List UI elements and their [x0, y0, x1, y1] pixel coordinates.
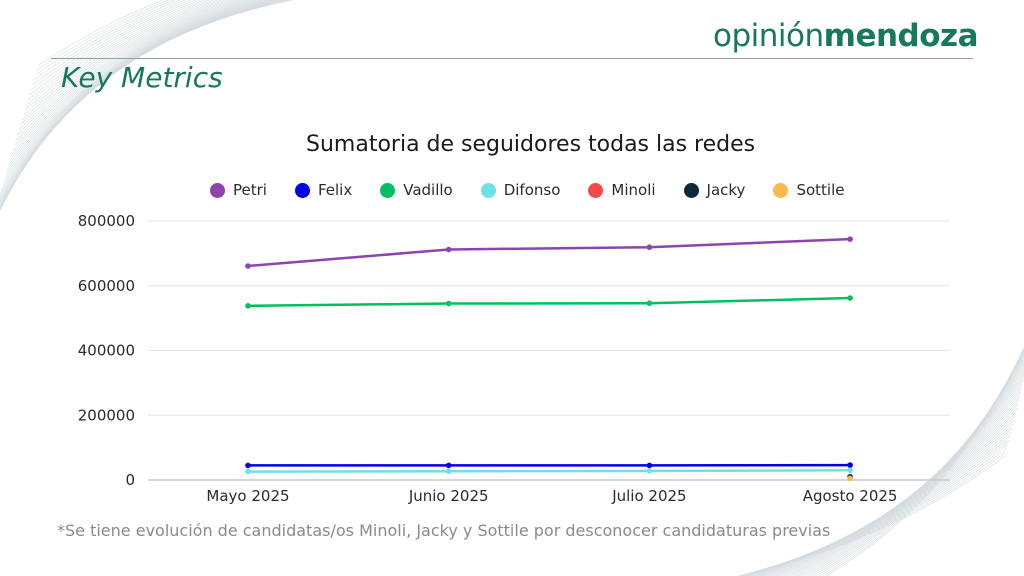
data-point-difonso	[646, 468, 653, 474]
legend-dot-icon	[773, 182, 789, 198]
brand-logo: opiniónmendoza	[713, 18, 979, 54]
data-point-felix	[646, 462, 653, 469]
legend-dot-icon	[380, 182, 396, 198]
chart-legend: Petri Felix Vadillo Difonso Minoli Jacky Sotti…	[210, 181, 872, 199]
y-tick-label: 800000	[78, 212, 135, 230]
legend-label: Vadillo	[403, 181, 453, 199]
data-point-vadillo	[245, 303, 251, 309]
data-point-petri	[646, 244, 653, 251]
y-tick-label: 200000	[78, 406, 135, 424]
legend-label: Difonso	[503, 181, 561, 199]
legend-label: Felix	[317, 181, 353, 199]
legend-dot-icon	[210, 182, 225, 198]
legend-dot-icon	[480, 182, 496, 198]
y-tick-label: 600000	[78, 277, 135, 295]
legend-label: Petri	[233, 181, 267, 199]
y-tick-label: 400000	[78, 342, 135, 360]
y-tick-label: 0	[125, 471, 135, 489]
data-point-petri	[245, 263, 251, 269]
data-point-felix	[445, 462, 452, 469]
legend-item-petri[interactable]: Petri	[210, 181, 267, 199]
x-tick-label: Mayo 2025	[206, 487, 289, 505]
legend-item-felix[interactable]: Felix	[294, 181, 353, 199]
series-line-difonso	[247, 469, 851, 473]
logo-bold-text: mendoza	[823, 18, 979, 54]
legend-item-difonso[interactable]: Difonso	[480, 181, 561, 199]
series-line-vadillo	[247, 296, 851, 308]
legend-label: Minoli	[611, 181, 656, 199]
footnote: *Se tiene evolución de candidatas/os Min…	[57, 521, 831, 540]
data-point-felix	[245, 462, 251, 469]
data-point-difonso	[847, 467, 853, 474]
legend-dot-icon	[294, 182, 310, 198]
legend-label: Sottile	[796, 181, 845, 199]
chart-title: Sumatoria de seguidores todas las redes	[306, 132, 756, 157]
series-line-petri	[247, 237, 851, 268]
data-point-vadillo	[646, 300, 653, 307]
data-point-felix	[847, 462, 853, 468]
data-point-vadillo	[847, 295, 853, 301]
data-point-difonso	[245, 468, 251, 475]
legend-item-jacky[interactable]: Jacky	[683, 181, 746, 199]
data-point-sottile	[847, 475, 853, 482]
legend-dot-icon	[683, 182, 699, 198]
data-point-petri	[847, 236, 853, 242]
data-point-petri	[445, 246, 452, 253]
legend-item-sottile[interactable]: Sottile	[773, 181, 844, 199]
logo-light-text: opinión	[713, 18, 824, 54]
data-point-vadillo	[445, 300, 452, 307]
x-tick-label: Julio 2025	[611, 487, 686, 505]
legend-item-minoli[interactable]: Minoli	[588, 181, 656, 199]
header-divider	[51, 58, 973, 59]
x-tick-label: Junio 2025	[408, 487, 489, 505]
legend-item-vadillo[interactable]: Vadillo	[380, 181, 453, 199]
legend-dot-icon	[588, 182, 604, 198]
data-point-difonso	[445, 468, 452, 475]
x-tick-label: Agosto 2025	[803, 487, 898, 505]
legend-label: Jacky	[706, 181, 746, 199]
section-title: Key Metrics	[61, 61, 223, 94]
